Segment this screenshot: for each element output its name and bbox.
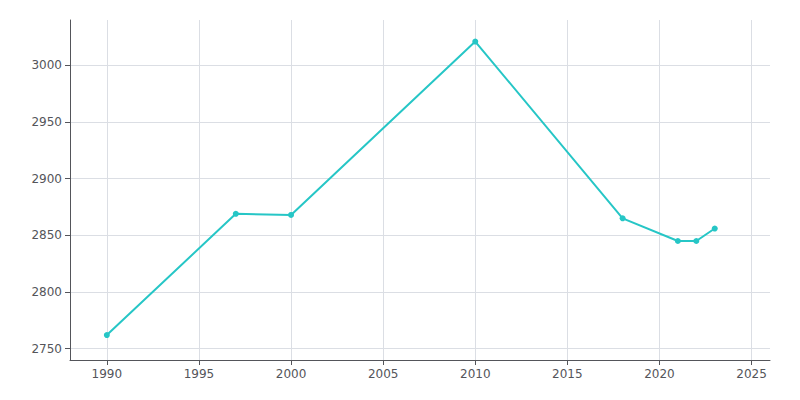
svg-text:2025: 2025 xyxy=(736,367,767,381)
svg-text:2020: 2020 xyxy=(644,367,675,381)
svg-text:2800: 2800 xyxy=(31,285,62,299)
svg-text:1995: 1995 xyxy=(184,367,215,381)
svg-text:2000: 2000 xyxy=(276,367,307,381)
svg-text:2005: 2005 xyxy=(368,367,399,381)
svg-text:1990: 1990 xyxy=(92,367,123,381)
svg-text:2015: 2015 xyxy=(552,367,583,381)
svg-text:2900: 2900 xyxy=(31,172,62,186)
svg-text:2750: 2750 xyxy=(31,342,62,356)
svg-text:2850: 2850 xyxy=(31,228,62,242)
svg-text:2010: 2010 xyxy=(460,367,491,381)
svg-text:3000: 3000 xyxy=(31,58,62,72)
svg-text:2950: 2950 xyxy=(31,115,62,129)
